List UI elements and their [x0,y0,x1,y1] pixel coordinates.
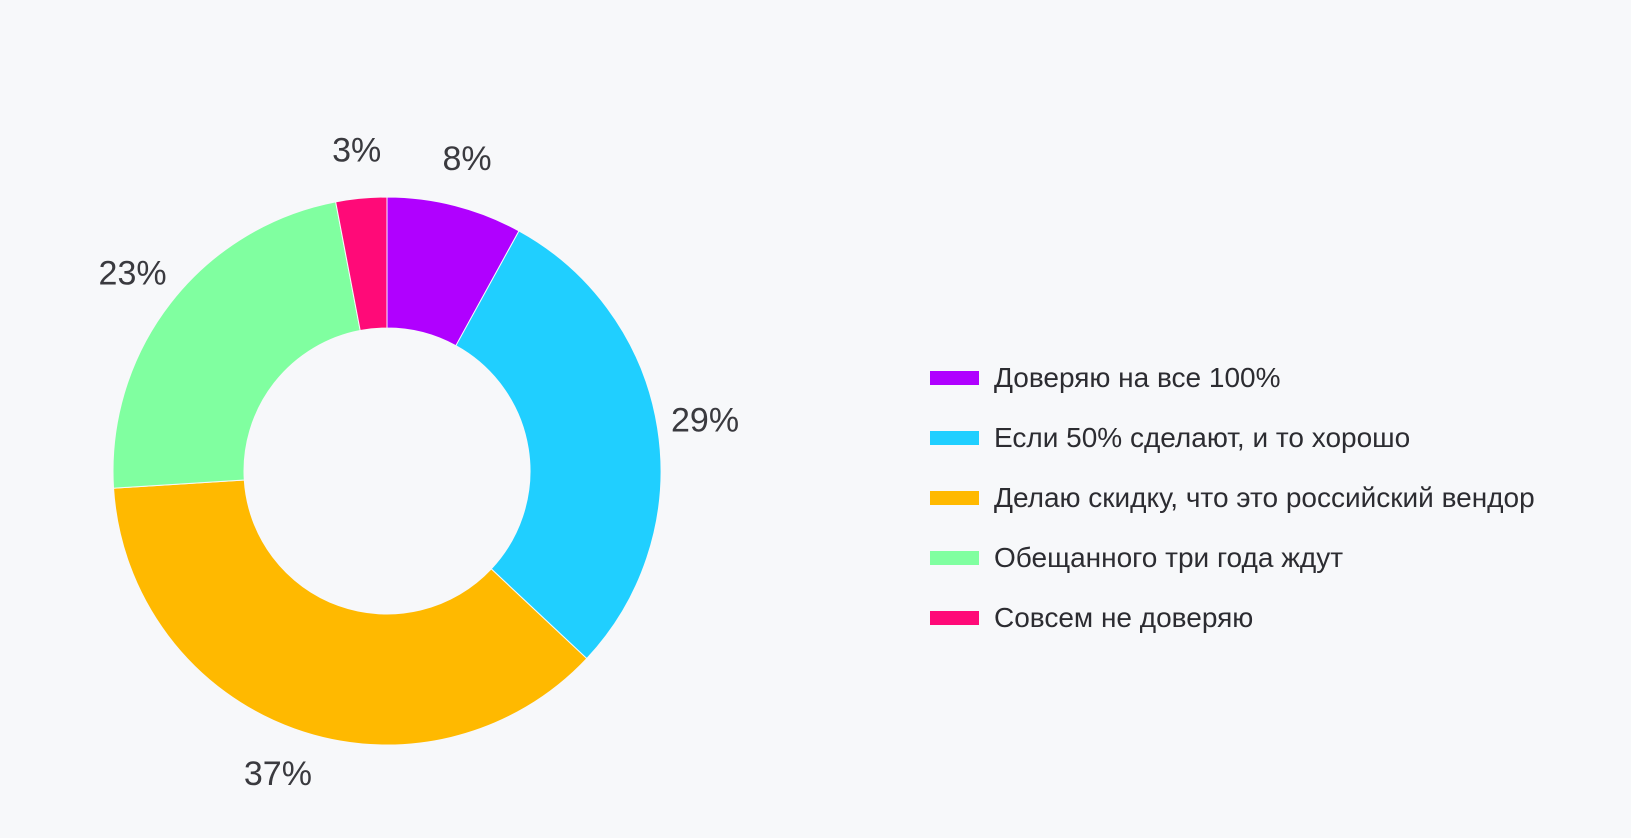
legend-label: Делаю скидку, что это российский вендор [994,482,1535,513]
donut-slice[interactable] [335,196,388,332]
slice-value-label: 29% [671,402,739,440]
legend-item-half-done-good[interactable]: Если 50% сделают, и то хорошо [930,408,1535,468]
legend: Доверяю на все 100% Если 50% сделают, и … [930,348,1535,648]
legend-label: Если 50% сделают, и то хорошо [994,422,1411,453]
legend-item-no-trust[interactable]: Совсем не доверяю [930,588,1535,648]
legend-swatch [930,551,979,565]
donut-slice[interactable] [455,230,662,660]
slice-value-label: 3% [332,131,381,169]
slice-value-label: 37% [244,755,312,793]
legend-item-trust-fully[interactable]: Доверяю на все 100% [930,348,1535,408]
donut-slice[interactable] [112,201,361,489]
legend-swatch [930,431,979,445]
legend-label: Совсем не доверяю [994,602,1254,633]
legend-item-promised-three-years[interactable]: Обещанного три года ждут [930,528,1535,588]
legend-swatch [930,371,979,385]
donut-slice[interactable] [113,479,588,746]
slice-value-label: 23% [99,255,167,293]
slice-value-label: 8% [443,140,492,178]
legend-item-discount-russian-vendor[interactable]: Делаю скидку, что это российский вендор [930,468,1535,528]
legend-swatch [930,491,979,505]
legend-label: Доверяю на все 100% [994,362,1281,393]
legend-label: Обещанного три года ждут [994,542,1344,573]
legend-swatch [930,611,979,625]
